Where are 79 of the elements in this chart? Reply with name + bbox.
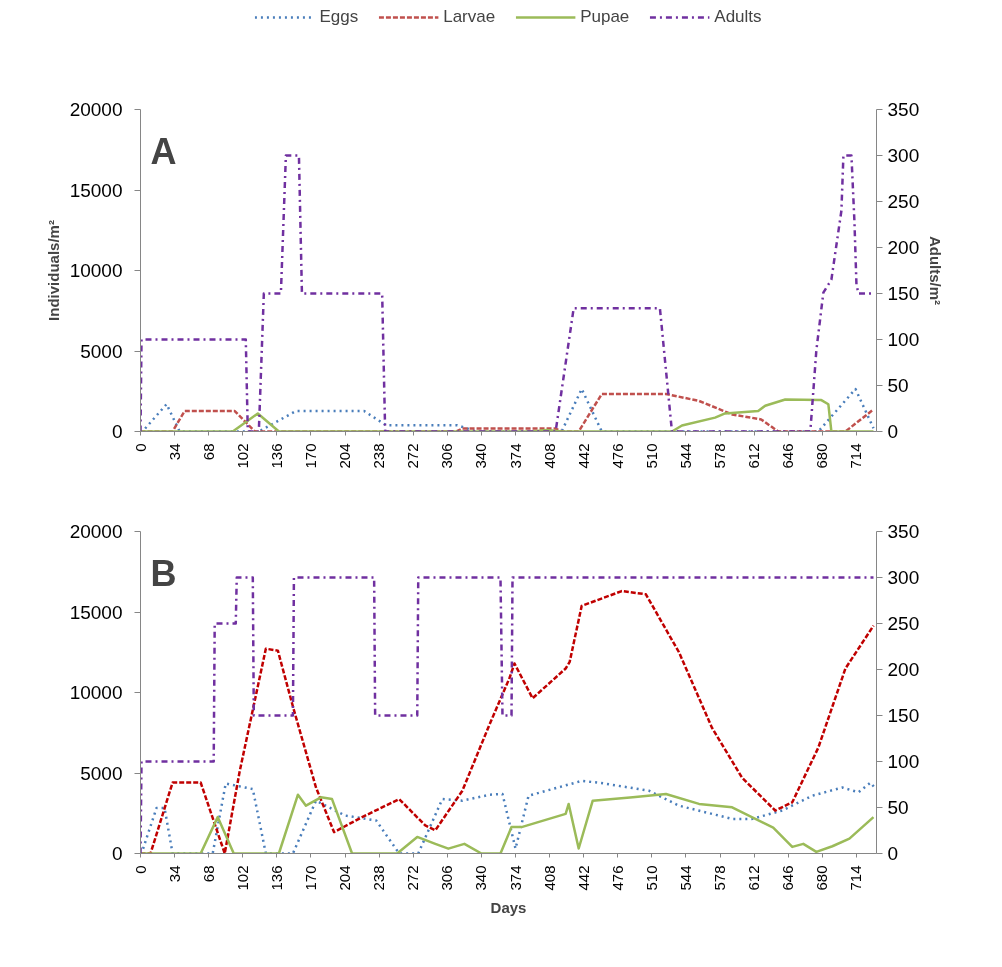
annotation: A bbox=[150, 130, 177, 172]
x-tick-label: 476 bbox=[608, 443, 626, 469]
x-tick-label: 442 bbox=[574, 865, 592, 891]
x-tick-label: 272 bbox=[404, 443, 422, 469]
y-tick-label: 5000 bbox=[80, 762, 123, 784]
y-tick-label: 5000 bbox=[80, 340, 123, 362]
x-tick-label: 34 bbox=[165, 443, 183, 461]
x-tick-label: 204 bbox=[336, 443, 354, 469]
x-tick-label: 340 bbox=[472, 443, 490, 469]
y-tick-label: 20000 bbox=[69, 99, 123, 120]
x-tick-label: 680 bbox=[813, 443, 831, 469]
y2-tick-label: 50 bbox=[887, 797, 909, 818]
y2-tick-label: 200 bbox=[887, 659, 920, 680]
x-tick-label: 238 bbox=[370, 443, 388, 469]
y-tick-label: 15000 bbox=[69, 601, 123, 623]
legend-label: Larvae bbox=[443, 7, 496, 27]
x-tick-label: 646 bbox=[779, 443, 797, 469]
x-axis-title: Days bbox=[490, 898, 527, 916]
x-tick-label: 68 bbox=[199, 443, 217, 461]
x-tick-label: 612 bbox=[745, 443, 763, 469]
y-tick-label: 15000 bbox=[69, 179, 123, 201]
legend-label: Eggs bbox=[319, 7, 359, 27]
x-tick-label: 612 bbox=[745, 865, 763, 891]
x-tick-label: 306 bbox=[438, 443, 456, 469]
x-tick-label: 68 bbox=[199, 865, 217, 883]
y-tick-label: 10000 bbox=[69, 682, 123, 703]
y2-tick-label: 250 bbox=[887, 613, 920, 634]
x-tick-label: 374 bbox=[506, 865, 524, 891]
x-tick-label: 136 bbox=[267, 443, 285, 469]
y-tick-label: 0 bbox=[111, 421, 123, 442]
x-tick-label: 578 bbox=[711, 443, 729, 469]
x-tick-label: 646 bbox=[779, 865, 797, 891]
x-tick-label: 476 bbox=[608, 865, 626, 891]
x-tick-label: 714 bbox=[847, 443, 865, 469]
y2-tick-label: 100 bbox=[887, 751, 920, 772]
x-tick-label: 34 bbox=[165, 865, 183, 883]
legend-label: Adults bbox=[714, 7, 762, 27]
x-tick-label: 544 bbox=[676, 865, 694, 891]
y2-tick-label: 0 bbox=[887, 421, 899, 442]
x-tick-label: 102 bbox=[233, 443, 251, 469]
x-tick-label: 238 bbox=[370, 865, 388, 891]
x-tick-label: 408 bbox=[540, 443, 558, 469]
x-tick-label: 544 bbox=[676, 443, 694, 469]
x-tick-label: 0 bbox=[131, 865, 149, 874]
y2-tick-label: 350 bbox=[887, 99, 920, 120]
x-tick-label: 374 bbox=[506, 443, 524, 469]
x-tick-label: 204 bbox=[336, 865, 354, 891]
y2-tick-label: 350 bbox=[887, 521, 920, 542]
legend-label: Pupae bbox=[580, 7, 630, 27]
x-tick-label: 510 bbox=[642, 443, 660, 469]
x-tick-label: 578 bbox=[711, 865, 729, 891]
x-tick-label: 170 bbox=[301, 443, 319, 469]
y2-tick-label: 150 bbox=[887, 283, 920, 304]
x-tick-label: 714 bbox=[847, 865, 865, 891]
x-tick-label: 306 bbox=[438, 865, 456, 891]
y-tick-label: 0 bbox=[111, 843, 123, 864]
x-tick-label: 340 bbox=[472, 865, 490, 891]
x-tick-label: 442 bbox=[574, 443, 592, 469]
x-tick-label: 408 bbox=[540, 865, 558, 891]
y2-tick-label: 250 bbox=[887, 191, 920, 212]
y2-tick-label: 0 bbox=[887, 843, 899, 864]
y-axis-title: Individuals/m² bbox=[44, 220, 62, 321]
y2-tick-label: 200 bbox=[887, 237, 920, 258]
y2-axis-title: Adults/m² bbox=[927, 235, 945, 306]
y2-tick-label: 50 bbox=[887, 375, 909, 396]
x-tick-label: 170 bbox=[301, 865, 319, 891]
x-tick-label: 102 bbox=[233, 865, 251, 891]
x-tick-label: 680 bbox=[813, 865, 831, 891]
y2-tick-label: 300 bbox=[887, 567, 920, 588]
x-tick-label: 136 bbox=[267, 865, 285, 891]
annotation: B bbox=[150, 552, 177, 594]
y2-tick-label: 150 bbox=[887, 705, 920, 726]
x-tick-label: 510 bbox=[642, 865, 660, 891]
y2-tick-label: 100 bbox=[887, 329, 920, 350]
x-tick-label: 0 bbox=[131, 443, 149, 452]
y2-tick-label: 300 bbox=[887, 145, 920, 166]
y-tick-label: 10000 bbox=[69, 260, 123, 281]
x-tick-label: 272 bbox=[404, 865, 422, 891]
y-tick-label: 20000 bbox=[69, 521, 123, 542]
